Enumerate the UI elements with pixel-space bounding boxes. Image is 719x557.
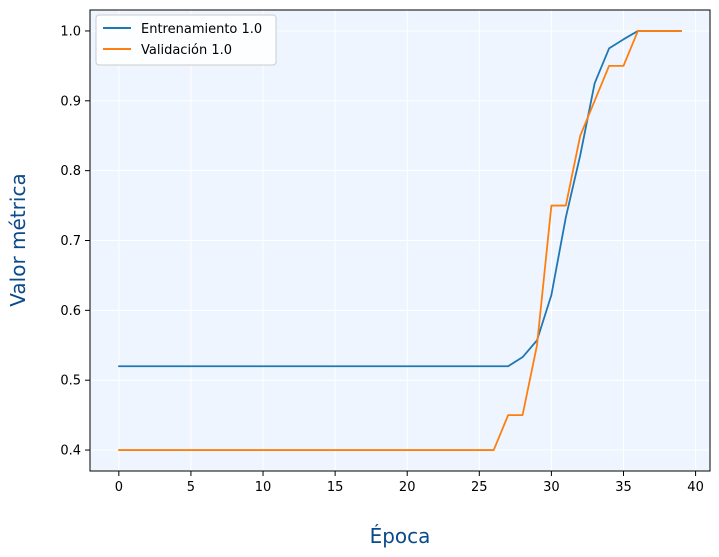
x-tick-label: 20 [399,480,416,495]
series-line-validacion [117,30,683,451]
y-tick-label: 0.5 [60,374,81,389]
x-tick-label: 30 [543,480,560,495]
x-tick-label: 5 [187,480,195,495]
y-tick-label: 0.4 [60,444,81,459]
x-tick-label: 10 [255,480,272,495]
y-tick-label: 0.7 [60,234,81,249]
y-tick-label: 0.8 [60,164,81,179]
legend-box [95,14,277,66]
legend: Entrenamiento 1.0 Validación 1.0 [95,14,277,66]
x-tick-label: 35 [615,480,632,495]
x-tick-label: 25 [471,480,488,495]
y-tick-label: 0.6 [60,304,81,319]
x-axis-ticks: 0 5 10 15 20 25 30 35 40 [115,471,704,495]
x-axis-label: Época [370,524,431,548]
y-axis-ticks: 0.4 0.5 0.6 0.7 0.8 0.9 1.0 [60,24,90,459]
x-tick-label: 40 [687,480,704,495]
x-tick-label: 15 [327,480,344,495]
x-tick-label: 0 [115,480,123,495]
legend-label-validacion: Validación 1.0 [141,43,232,58]
legend-label-entrenamiento: Entrenamiento 1.0 [141,22,262,37]
y-tick-label: 0.9 [60,94,81,109]
series-lines [117,30,683,451]
y-axis-label: Valor métrica [6,173,30,306]
y-tick-label: 1.0 [60,24,81,39]
